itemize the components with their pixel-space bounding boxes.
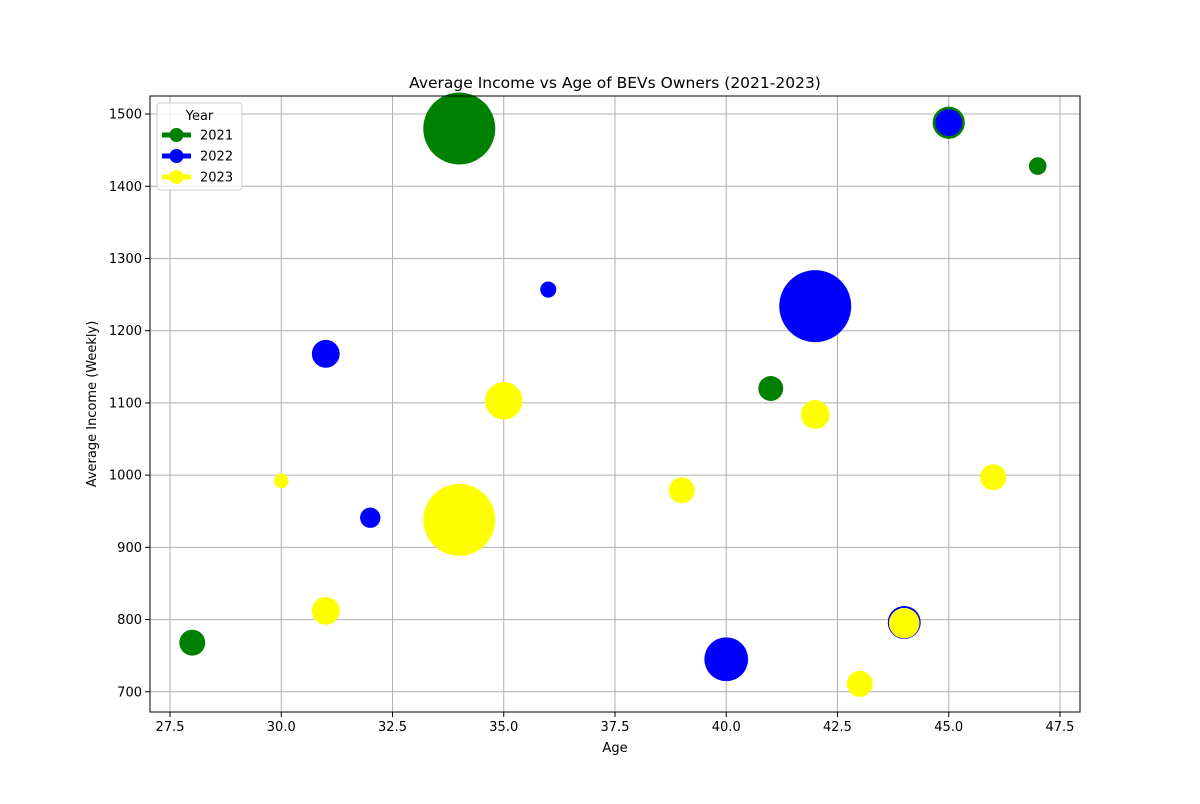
data-point-2022 — [704, 637, 749, 682]
legend-marker — [169, 170, 184, 184]
y-tick-label: 1400 — [109, 180, 142, 195]
data-point-2021 — [1028, 157, 1047, 175]
y-tick-label: 1300 — [109, 252, 142, 267]
series-2023 — [274, 382, 1007, 697]
legend-box — [156, 102, 243, 191]
y-axis-ticks: 700 800 900 1000 1100 1200 1300 1400 1500 — [109, 108, 150, 700]
data-point-2022 — [935, 109, 963, 137]
data-points — [179, 92, 1047, 697]
legend-entries: 2021 2022 2023 — [162, 128, 233, 186]
x-axis-ticks: 27.5 30.0 32.5 35.0 37.5 40.0 42.5 45.0 47.5 — [156, 712, 1074, 735]
x-tick-label: 45.0 — [934, 720, 963, 735]
data-point-2021 — [758, 376, 784, 401]
legend-title: Year — [185, 109, 214, 124]
y-axis-label: Average Income (Weekly) — [85, 321, 100, 488]
data-point-2023 — [888, 607, 920, 639]
y-tick-label: 900 — [117, 541, 142, 556]
grid-lines — [150, 96, 1080, 712]
y-tick-label: 1200 — [109, 324, 142, 339]
data-point-2023 — [423, 483, 496, 556]
legend-label: 2021 — [200, 129, 233, 144]
x-tick-label: 32.5 — [378, 720, 407, 735]
legend-label: 2023 — [200, 171, 233, 186]
x-tick-label: 40.0 — [712, 720, 741, 735]
data-point-2022 — [540, 281, 557, 298]
y-tick-label: 1000 — [109, 469, 142, 484]
x-axis-label: Age — [602, 741, 627, 756]
data-point-2022 — [779, 270, 852, 343]
data-point-2023 — [846, 670, 873, 697]
x-tick-label: 27.5 — [156, 720, 185, 735]
data-point-2022 — [360, 507, 381, 528]
legend-entry-2023: 2023 — [162, 170, 233, 186]
data-point-2022 — [311, 339, 340, 368]
y-tick-label: 700 — [117, 685, 142, 700]
legend: Year 2021 2022 2023 — [156, 102, 243, 191]
x-tick-label: 47.5 — [1045, 720, 1074, 735]
data-point-2023 — [311, 596, 340, 625]
chart-title: Average Income vs Age of BEVs Owners (20… — [409, 74, 821, 92]
y-tick-label: 1500 — [109, 108, 142, 123]
legend-entry-2022: 2022 — [162, 149, 233, 165]
legend-marker — [169, 128, 184, 142]
legend-marker — [169, 149, 184, 163]
x-tick-label: 30.0 — [267, 720, 296, 735]
data-point-2023 — [274, 473, 289, 489]
legend-entry-2021: 2021 — [162, 128, 233, 144]
data-point-2023 — [668, 477, 695, 504]
x-tick-label: 37.5 — [601, 720, 630, 735]
x-tick-label: 42.5 — [823, 720, 852, 735]
data-point-2023 — [980, 464, 1007, 491]
x-tick-label: 35.0 — [489, 720, 518, 735]
legend-label: 2022 — [200, 150, 233, 165]
data-point-2023 — [800, 400, 830, 429]
data-point-2023 — [485, 382, 523, 420]
data-point-2021 — [179, 629, 206, 656]
y-tick-label: 1100 — [109, 396, 142, 411]
y-tick-label: 800 — [117, 613, 142, 628]
data-point-2021 — [423, 92, 496, 165]
